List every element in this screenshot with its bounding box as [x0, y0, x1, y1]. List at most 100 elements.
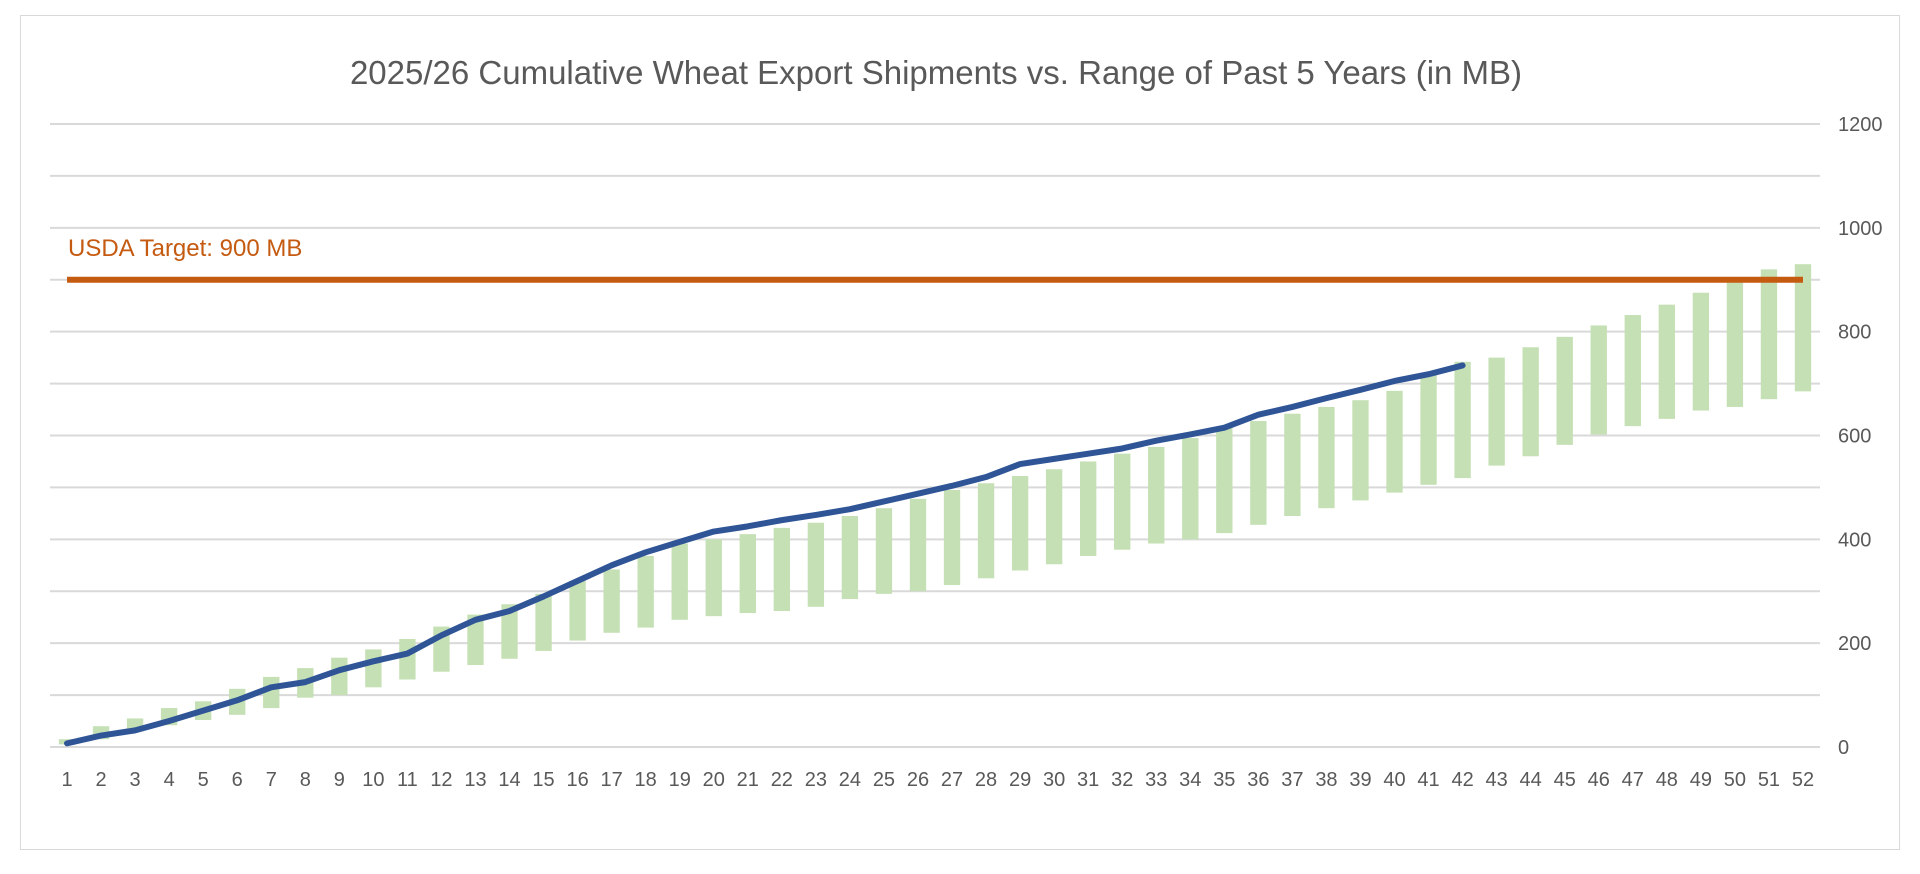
x-tick-label: 37 — [1281, 769, 1303, 791]
series-point — [645, 551, 647, 553]
series-point — [1291, 406, 1293, 408]
series-point — [202, 710, 204, 712]
range-bar — [603, 569, 620, 633]
x-tick-label: 12 — [430, 769, 452, 791]
range-bar — [1011, 475, 1029, 571]
x-tick-label: 41 — [1417, 769, 1439, 791]
series-point — [100, 735, 102, 737]
x-tick-label: 26 — [907, 769, 929, 791]
range-bar — [1726, 282, 1744, 407]
range-bar — [365, 649, 382, 688]
x-tick-label: 34 — [1179, 769, 1201, 791]
series-point — [1257, 414, 1259, 416]
series-point — [917, 493, 919, 495]
x-tick-label: 28 — [975, 769, 997, 791]
x-tick-label: 3 — [130, 769, 141, 791]
x-tick-label: 18 — [635, 769, 657, 791]
x-tick-label: 10 — [362, 769, 384, 791]
range-bar — [1352, 400, 1369, 501]
x-tick-label: 50 — [1724, 769, 1746, 791]
x-tick-label: 16 — [566, 769, 588, 791]
range-bar — [467, 614, 484, 665]
range-bar — [943, 490, 961, 586]
y-tick-label: 200 — [1838, 633, 1871, 655]
range-bar — [977, 483, 995, 579]
series-point — [781, 519, 783, 521]
series-point — [883, 500, 885, 502]
series-point — [304, 681, 306, 683]
x-tick-label: 52 — [1792, 769, 1814, 791]
chart-title: 2025/26 Cumulative Wheat Export Shipment… — [349, 54, 1523, 91]
series-point — [1019, 463, 1021, 465]
series-point — [338, 669, 340, 671]
range-bar — [1182, 438, 1199, 540]
range-bar — [1420, 374, 1437, 485]
usda-target-label: USDA Target: 900 MB — [68, 235, 302, 262]
series-point — [168, 720, 170, 722]
series-point — [1155, 440, 1157, 442]
series-point — [236, 699, 238, 701]
x-tick-label: 47 — [1622, 769, 1644, 791]
range-bar — [1624, 315, 1641, 427]
y-tick-label: 400 — [1838, 529, 1871, 551]
series-line — [64, 362, 1466, 747]
x-tick-label: 1 — [61, 769, 72, 791]
x-tick-label: 46 — [1588, 769, 1610, 791]
range-bar — [399, 639, 416, 680]
x-tick-label: 6 — [232, 769, 243, 791]
x-tick-label: 5 — [198, 769, 209, 791]
x-tick-label: 4 — [164, 769, 175, 791]
range-bar — [909, 498, 927, 592]
range-bar — [739, 534, 756, 614]
x-tick-label: 17 — [601, 769, 623, 791]
series-point — [849, 508, 851, 510]
series-point — [66, 742, 68, 744]
series-point — [611, 564, 613, 566]
x-tick-label: 8 — [300, 769, 311, 791]
series-point — [1189, 433, 1191, 435]
series-point — [1087, 453, 1089, 455]
series-point — [815, 514, 817, 516]
x-tick-label: 27 — [941, 769, 963, 791]
range-bar — [331, 657, 348, 696]
series-point — [1428, 373, 1430, 375]
range-bar — [1148, 446, 1165, 544]
series-point — [951, 485, 953, 487]
x-tick-label: 15 — [532, 769, 554, 791]
series-point — [985, 476, 987, 478]
range-bar — [773, 527, 790, 611]
series-point — [1325, 397, 1327, 399]
x-tick-label: 40 — [1383, 769, 1405, 791]
x-tick-label: 13 — [464, 769, 486, 791]
range-bar — [1045, 469, 1063, 565]
series-point — [440, 634, 442, 636]
range-bar — [841, 515, 859, 600]
series-point — [679, 541, 681, 543]
range-bar — [875, 508, 893, 594]
chart-frame: 2025/26 Cumulative Wheat Export Shipment… — [20, 15, 1900, 850]
series-point — [509, 610, 511, 612]
x-tick-label: 43 — [1486, 769, 1508, 791]
y-tick-label: 1000 — [1838, 218, 1883, 240]
x-tick-label: 14 — [498, 769, 520, 791]
range-bar — [501, 604, 518, 659]
x-tick-label: 42 — [1451, 769, 1473, 791]
range-bar — [1692, 292, 1710, 411]
range-bar — [1284, 413, 1301, 516]
x-tick-label: 51 — [1758, 769, 1780, 791]
range-bar — [1386, 390, 1403, 493]
x-tick-label: 11 — [397, 769, 418, 791]
x-tick-label: 31 — [1077, 769, 1099, 791]
range-bar — [569, 580, 586, 641]
range-bar — [535, 593, 552, 651]
y-tick-label: 1200 — [1838, 114, 1883, 136]
x-tick-label: 25 — [873, 769, 895, 791]
range-bar — [1760, 269, 1778, 400]
x-tick-label: 2 — [95, 769, 106, 791]
range-bar — [1590, 325, 1607, 435]
series-point — [577, 580, 579, 582]
x-tick-label: 30 — [1043, 769, 1065, 791]
series-point — [713, 531, 715, 533]
range-bar — [637, 555, 654, 628]
